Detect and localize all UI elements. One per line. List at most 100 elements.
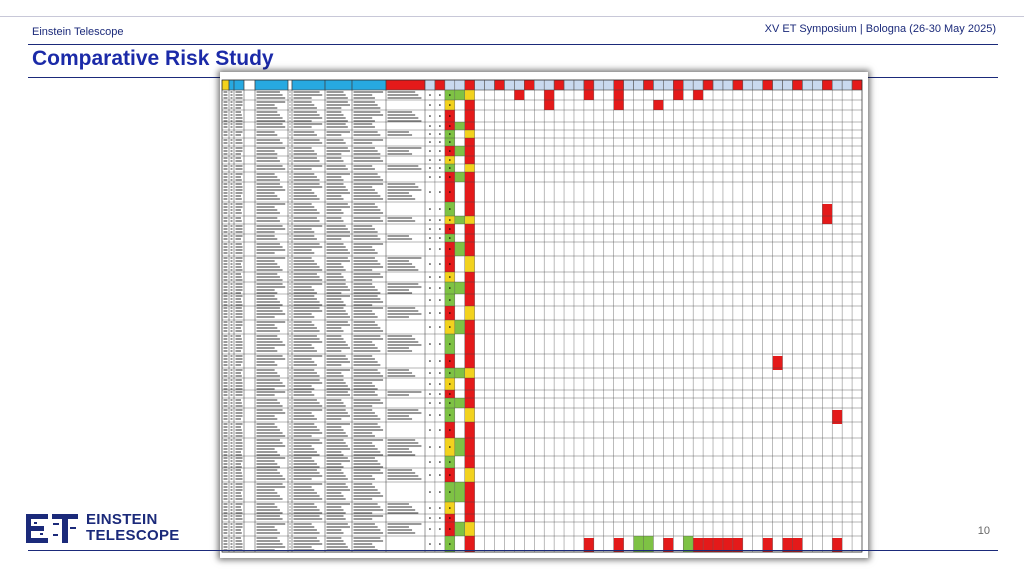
grid-dot [429,429,431,431]
cell-text-line [289,269,291,271]
cell-text-line [326,492,342,494]
cell-text-line [230,276,233,278]
cell-text-line [326,399,342,401]
cell-text-line [230,448,233,450]
cell-text-line [387,235,409,237]
cell-text-line [293,324,315,326]
cell-text-line [353,327,381,329]
cell-text-line [326,117,346,119]
cell-text-line [326,238,342,240]
cell-text-line [223,451,228,453]
cell-text-line [289,546,291,548]
cell-text-line [289,292,291,294]
cell-text-line [387,532,416,534]
cell-text-line [326,114,344,116]
cell-text-line [326,225,346,227]
cell-text-line [235,321,243,323]
grid-dot [439,176,441,178]
cell-text-line [235,498,243,500]
cell-text-line [230,379,233,381]
cell-text-line [326,457,348,459]
grid-dot [449,176,451,178]
grid-dot [439,94,441,96]
cell-text-line [293,307,320,309]
cell-text-line [293,235,315,237]
cell-text-line [353,147,375,149]
cell-text-line [353,212,384,214]
cell-text-line [289,150,291,152]
grid-dot [429,141,431,143]
cell-text-line [289,469,291,471]
grid-dot [429,372,431,374]
cell-text-line [230,183,233,185]
cell-text-line [289,301,291,303]
cell-text-line [289,489,291,491]
cell-text-line [326,131,350,133]
risk-cell [464,172,475,182]
cell-text-line [293,243,320,245]
cell-text-line [235,463,241,465]
occurrence-cell [633,536,644,552]
cell-text-line [293,157,317,159]
header-grid-cell [683,79,694,91]
cell-text-line [293,388,315,390]
header-grid-cell [732,79,744,91]
cell-text-line [387,263,413,265]
header-grid-cell [613,79,624,91]
cell-text-line [289,120,291,122]
cell-text-line [230,176,233,178]
risk-cell [464,422,475,438]
grid-dot [439,517,441,519]
grid-dot [429,208,431,210]
cell-text-line [256,448,275,450]
cell-text-line [289,412,291,414]
cell-text-line [230,394,233,396]
cell-text-line [387,469,413,471]
cell-text-line [235,94,243,96]
cell-text-line [353,165,373,167]
cell-text-line [293,228,312,230]
cell-text-line [289,495,291,497]
risk-cell [454,216,465,224]
cell-text-line [293,526,315,528]
cell-text-line [326,179,344,181]
grid-dot [429,474,431,476]
cell-text-line [387,217,413,219]
risk-cell [464,368,475,378]
cell-text-line [223,518,228,520]
cell-text-line [223,192,228,194]
header-grid-cell [504,79,515,91]
cell-text-line [256,382,283,384]
cell-text-line [326,509,344,511]
cell-text-line [293,523,312,525]
occurrence-cell [643,536,654,552]
cell-text-line [353,101,375,103]
cell-text-line [223,442,228,444]
cell-text-line [326,451,342,453]
grid-dot [439,167,441,169]
cell-text-line [223,209,228,211]
cell-text-line [353,330,384,332]
cell-text-line [289,327,291,329]
cell-text-line [289,355,291,357]
cell-text-line [293,238,317,240]
cell-text-line [326,435,348,437]
grid-dot [449,263,451,265]
header-grid-cell [712,79,724,91]
cell-text-line [230,153,233,155]
cell-text-line [230,338,233,340]
cell-text-line [326,472,344,474]
cell-text-line [353,489,378,491]
cell-text-line [353,243,384,245]
cell-text-line [289,537,291,539]
cell-text-line [387,153,413,155]
cell-text-line [289,457,291,459]
risk-cell [464,390,475,398]
risk-cell [454,320,465,334]
cell-text-line [223,460,228,462]
grid-dot [429,299,431,301]
cell-text-line [293,111,317,113]
cell-text-line [235,423,243,425]
cell-text-line [353,335,381,337]
cell-text-line [326,412,348,414]
